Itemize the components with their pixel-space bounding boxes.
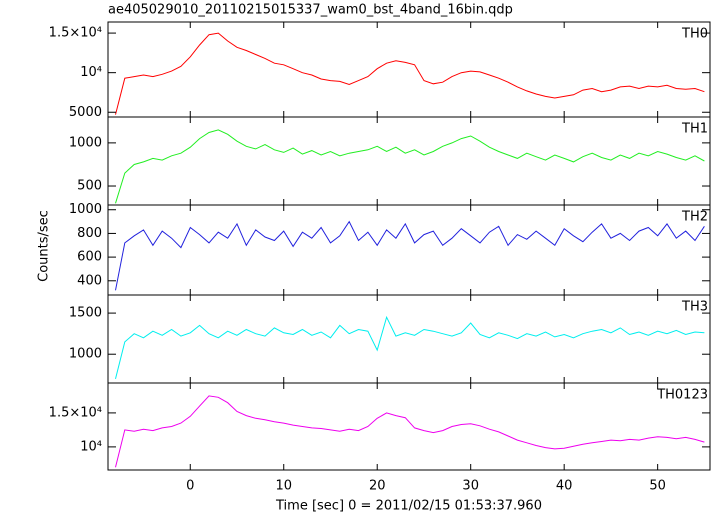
panel-frame (107, 294, 711, 384)
panel-label: TH2 (681, 210, 708, 225)
panel-frame (107, 116, 711, 206)
y-tick-label: 1000 (69, 202, 102, 217)
y-tick-label: 500 (77, 179, 102, 194)
x-tick-label: 30 (462, 479, 479, 494)
x-tick-label: 20 (369, 479, 386, 494)
chart-title: ae405029010_20110215015337_wam0_bst_4ban… (108, 3, 513, 18)
x-tick-label: 40 (556, 479, 573, 494)
y-tick-label: 10⁴ (80, 439, 102, 454)
panel-frame (107, 204, 711, 296)
panel-frame (107, 382, 711, 471)
light-curve (115, 220, 705, 291)
panel-label: TH0 (681, 27, 708, 42)
y-tick-label: 1500 (69, 306, 102, 321)
y-tick-label: 800 (77, 226, 102, 241)
panel-label: TH3 (681, 300, 708, 315)
x-tick-label: 0 (186, 479, 194, 494)
x-axis-label: Time [sec] 0 = 2011/02/15 01:53:37.960 (275, 499, 542, 514)
light-curve (115, 395, 705, 468)
panel-label: TH0123 (656, 388, 708, 403)
y-tick-label: 1000 (69, 135, 102, 150)
y-tick-label: 600 (77, 250, 102, 265)
y-axis-label: Counts/sec (37, 210, 52, 282)
y-tick-label: 5000 (69, 105, 102, 120)
panel-frame (107, 21, 711, 118)
x-tick-label: 50 (649, 479, 666, 494)
y-tick-label: 400 (77, 273, 102, 288)
y-tick-label: 1.5×10⁴ (49, 405, 102, 420)
panel-label: TH1 (681, 122, 708, 137)
y-tick-label: 1000 (69, 347, 102, 362)
light-curve (115, 32, 705, 115)
y-tick-label: 1.5×10⁴ (49, 26, 102, 41)
y-tick-label: 10⁴ (80, 65, 102, 80)
x-tick-label: 10 (275, 479, 292, 494)
light-curve (115, 129, 705, 204)
light-curve (115, 315, 705, 380)
